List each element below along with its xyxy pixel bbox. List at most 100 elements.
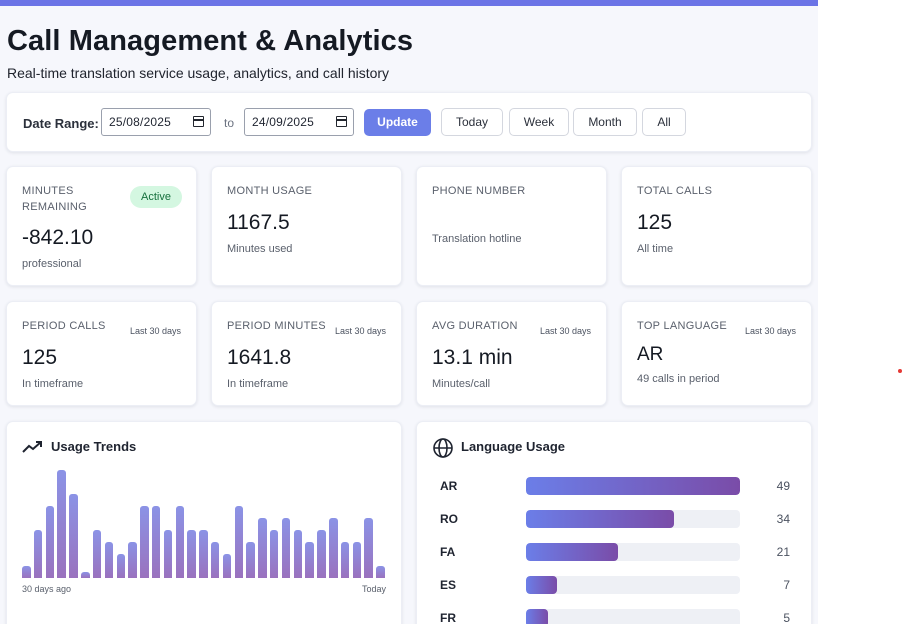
chart-end-label: Today bbox=[361, 584, 386, 594]
avg-duration-value: 13.1 min bbox=[432, 346, 513, 369]
total-calls-sub: All time bbox=[637, 243, 674, 255]
trend-bar bbox=[151, 506, 161, 578]
trend-bar bbox=[281, 518, 291, 578]
trend-bar bbox=[258, 518, 267, 578]
top-language-sub: 49 calls in period bbox=[637, 373, 720, 385]
calendar-icon[interactable] bbox=[336, 116, 347, 127]
trend-bar bbox=[305, 542, 314, 578]
month-usage-value: 1167.5 bbox=[227, 211, 290, 234]
trend-bar bbox=[128, 542, 137, 578]
language-code: AR bbox=[440, 479, 458, 493]
language-bar-fill bbox=[526, 543, 618, 561]
status-badge: Active bbox=[130, 186, 182, 208]
date-range-label: Date Range: bbox=[23, 116, 99, 131]
chart-start-label: 30 days ago bbox=[22, 584, 72, 594]
avg-duration-card: AVG DURATION Last 30 days 13.1 min Minut… bbox=[416, 301, 607, 406]
period-minutes-sub: In timeframe bbox=[227, 378, 289, 390]
trend-bar bbox=[269, 530, 279, 578]
total-calls-label: TOTAL CALLS bbox=[637, 185, 713, 197]
date-range-separator: to bbox=[224, 116, 235, 130]
period-tag: Last 30 days bbox=[129, 326, 181, 336]
language-count: 34 bbox=[776, 512, 790, 526]
globe-icon bbox=[433, 438, 453, 458]
trend-bar bbox=[69, 494, 78, 578]
update-button[interactable]: Update bbox=[364, 109, 431, 136]
avg-duration-label: AVG DURATION bbox=[432, 320, 518, 332]
usage-trends-title: Usage Trends bbox=[51, 439, 137, 454]
preset-month-button[interactable]: Month bbox=[573, 108, 637, 136]
period-minutes-value: 1641.8 bbox=[227, 346, 292, 369]
top-language-value: AR bbox=[637, 344, 664, 365]
plan-name: professional bbox=[22, 258, 82, 270]
trending-up-icon bbox=[22, 440, 44, 454]
language-code: FA bbox=[440, 545, 456, 559]
language-bar-track bbox=[526, 477, 740, 495]
period-calls-card: PERIOD CALLS Last 30 days 125 In timefra… bbox=[6, 301, 197, 406]
trend-bar bbox=[210, 542, 220, 578]
language-bar-track bbox=[526, 510, 740, 528]
avg-duration-sub: Minutes/call bbox=[432, 378, 491, 390]
phone-number-card: PHONE NUMBER Translation hotline bbox=[416, 166, 607, 286]
phone-number-sub: Translation hotline bbox=[432, 233, 522, 245]
language-bar-fill bbox=[526, 477, 740, 495]
trend-bar bbox=[222, 554, 232, 578]
date-to-value: 24/09/2025 bbox=[252, 115, 315, 129]
top-language-label: TOP LANGUAGE bbox=[637, 320, 727, 332]
trend-bar bbox=[22, 566, 31, 578]
date-from-value: 25/08/2025 bbox=[109, 115, 172, 129]
page-title: Call Management & Analytics bbox=[7, 25, 414, 57]
language-count: 5 bbox=[783, 611, 790, 624]
trend-bar bbox=[340, 542, 350, 578]
period-calls-sub: In timeframe bbox=[22, 378, 84, 390]
month-usage-sub: Minutes used bbox=[227, 243, 293, 255]
trend-bar bbox=[163, 530, 173, 578]
preset-all-button[interactable]: All bbox=[642, 108, 686, 136]
total-calls-value: 125 bbox=[637, 211, 673, 234]
language-bar-fill bbox=[526, 576, 557, 594]
language-code: FR bbox=[440, 611, 456, 624]
period-tag: Last 30 days bbox=[334, 326, 386, 336]
period-minutes-label: PERIOD MINUTES bbox=[227, 320, 326, 332]
preset-week-button[interactable]: Week bbox=[509, 108, 569, 136]
language-bar-track bbox=[526, 609, 740, 624]
minutes-remaining-label: MINUTES REMAINING bbox=[22, 185, 88, 213]
trend-bar bbox=[317, 530, 326, 578]
trend-bar bbox=[376, 566, 385, 578]
period-minutes-card: PERIOD MINUTES Last 30 days 1641.8 In ti… bbox=[211, 301, 402, 406]
usage-trends-chart bbox=[22, 462, 388, 578]
trend-bar bbox=[246, 542, 255, 578]
period-tag: Last 30 days bbox=[744, 326, 796, 336]
date-range-bar: Date Range: 25/08/2025 to 24/09/2025 Upd… bbox=[6, 92, 812, 152]
language-count: 7 bbox=[783, 578, 790, 592]
phone-number-label: PHONE NUMBER bbox=[432, 185, 526, 197]
calendar-icon[interactable] bbox=[193, 116, 204, 127]
period-calls-label: PERIOD CALLS bbox=[22, 320, 106, 332]
period-calls-value: 125 bbox=[22, 346, 58, 369]
month-usage-label: MONTH USAGE bbox=[227, 185, 313, 197]
language-usage-title: Language Usage bbox=[461, 439, 566, 454]
language-bar-fill bbox=[526, 609, 548, 624]
language-bar-track bbox=[526, 576, 740, 594]
minutes-remaining-value: -842.10 bbox=[22, 226, 94, 249]
language-count: 21 bbox=[776, 545, 790, 559]
trend-bar bbox=[45, 506, 55, 578]
language-usage-panel: Language Usage AR 49 RO 34 FA 21 ES 7 FR 5 bbox=[416, 421, 812, 624]
app-window: Call Management & Analytics Real-time tr… bbox=[0, 0, 818, 624]
language-bar-track bbox=[526, 543, 740, 561]
usage-trends-panel: Usage Trends 30 days ago Today bbox=[6, 421, 402, 624]
preset-today-button[interactable]: Today bbox=[441, 108, 503, 136]
trend-bar bbox=[140, 506, 149, 578]
language-count: 49 bbox=[776, 479, 790, 493]
trend-bar bbox=[352, 542, 362, 578]
page-subtitle: Real-time translation service usage, ana… bbox=[7, 65, 390, 81]
total-calls-card: TOTAL CALLS 125 All time bbox=[621, 166, 812, 286]
language-code: ES bbox=[440, 578, 457, 592]
trend-bar bbox=[187, 530, 196, 578]
trend-bar bbox=[116, 554, 125, 578]
top-accent-bar bbox=[0, 0, 818, 6]
trend-bar bbox=[199, 530, 208, 578]
date-from-input[interactable]: 25/08/2025 bbox=[101, 108, 211, 136]
date-to-input[interactable]: 24/09/2025 bbox=[244, 108, 354, 136]
trend-bar bbox=[104, 542, 114, 578]
cursor-dot bbox=[898, 369, 902, 373]
